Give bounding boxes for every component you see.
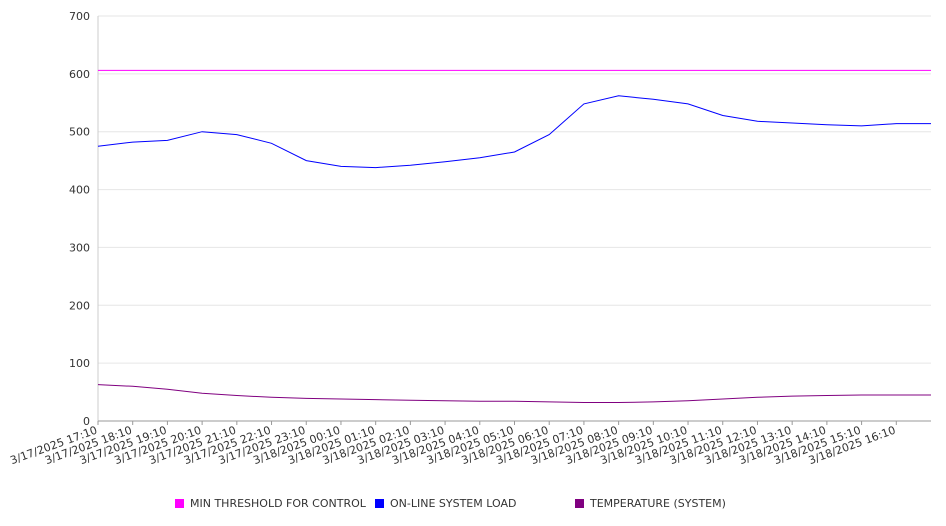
y-tick-label-600: 600 — [69, 68, 90, 81]
legend-item-min-threshold[interactable]: MIN THRESHOLD FOR CONTROL — [175, 497, 366, 510]
line-chart: 0 100 200 300 400 500 600 700 3/17/2025 17:103/… — [8, 10, 931, 468]
y-tick-label-200: 200 — [69, 299, 90, 312]
legend-item-temperature[interactable]: TEMPERATURE (SYSTEM) — [575, 497, 726, 510]
y-tick-label-500: 500 — [69, 126, 90, 139]
y-tick-label-100: 100 — [69, 357, 90, 370]
legend-label-min-threshold: MIN THRESHOLD FOR CONTROL — [190, 497, 366, 510]
y-tick-label-700: 700 — [69, 10, 90, 23]
legend-label-temperature: TEMPERATURE (SYSTEM) — [590, 497, 726, 510]
y-tick-label-0: 0 — [83, 415, 90, 428]
legend-swatch-system-load — [375, 499, 384, 508]
legend-item-system-load[interactable]: ON-LINE SYSTEM LOAD — [375, 497, 516, 510]
y-tick-label-300: 300 — [69, 241, 90, 254]
legend: MIN THRESHOLD FOR CONTROL ON-LINE SYSTEM… — [0, 497, 946, 513]
series-line-2 — [97, 384, 931, 403]
grid-lines — [98, 15, 931, 364]
legend-label-system-load: ON-LINE SYSTEM LOAD — [390, 497, 517, 510]
legend-swatch-temperature — [575, 499, 584, 508]
series-lines — [97, 69, 931, 403]
legend-swatch-min-threshold — [175, 499, 184, 508]
axes — [97, 16, 931, 425]
y-tick-label-400: 400 — [69, 184, 90, 197]
series-line-1 — [97, 95, 931, 169]
y-tick-labels: 0 100 200 300 400 500 600 700 — [69, 10, 90, 428]
x-tick-labels: 3/17/2025 17:103/17/2025 18:103/17/2025 … — [8, 424, 897, 468]
